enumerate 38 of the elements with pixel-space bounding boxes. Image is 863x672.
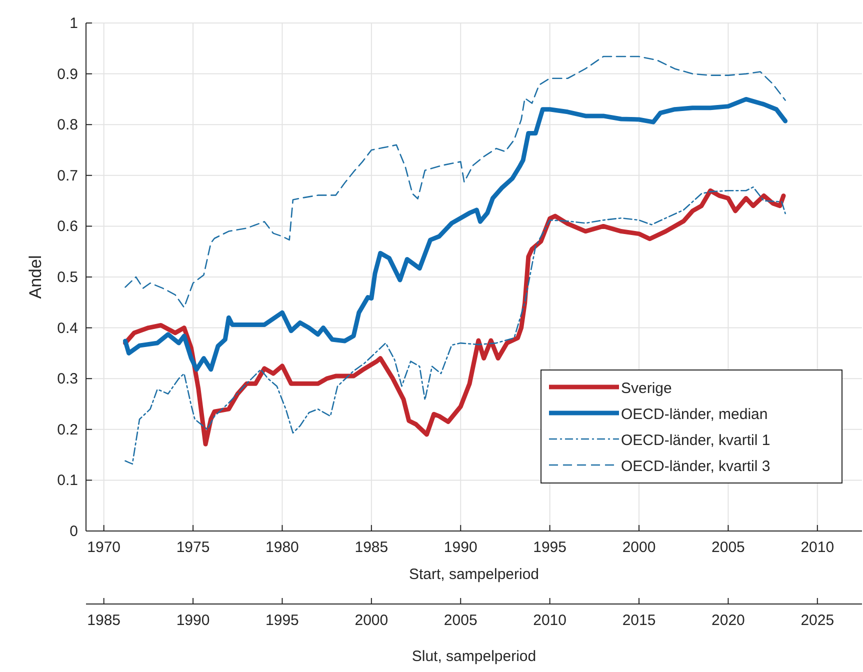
x2-tick-label: 2015 <box>622 612 656 629</box>
x2-tick-label: 1985 <box>87 612 121 629</box>
y-axis-title: Andel <box>26 255 45 299</box>
legend-label: Sverige <box>621 380 672 397</box>
x2-tick-label: 2005 <box>444 612 478 629</box>
x2-tick-label: 2010 <box>533 612 567 629</box>
x-tick-label: 2005 <box>712 539 745 556</box>
x-tick-label: 1990 <box>444 539 478 556</box>
x-tick-label: 1980 <box>266 539 299 556</box>
y-tick-label: 0.2 <box>57 421 78 438</box>
x-tick-label: 1985 <box>354 539 388 556</box>
y-tick-label: 0.7 <box>57 167 78 184</box>
x-tick-label: 1975 <box>176 539 210 556</box>
x2-tick-label: 2000 <box>354 612 388 629</box>
x-tick-label: 1995 <box>533 539 567 556</box>
line-series <box>122 96 788 372</box>
x-tick-label: 1970 <box>87 539 121 556</box>
y-tick-label: 0 <box>70 523 78 540</box>
x2-tick-label: 2025 <box>800 612 834 629</box>
line-series <box>124 56 786 308</box>
x2-tick-label: 1995 <box>266 612 299 629</box>
x2-axis-title: Slut, sampelperiod <box>412 648 536 665</box>
y-tick-label: 0.1 <box>57 472 78 490</box>
x2-tick-label: 2020 <box>712 612 745 629</box>
x-tick-label: 2000 <box>622 539 656 556</box>
x-tick-label: 2010 <box>800 539 834 556</box>
y-tick-label: 0.6 <box>57 218 78 236</box>
x2-tick-label: 1990 <box>176 612 210 629</box>
y-tick-label: 0.3 <box>57 370 78 388</box>
y-tick-label: 0.4 <box>57 320 78 337</box>
legend-label: OECD-länder, median <box>621 406 768 423</box>
y-tick-label: 0.8 <box>57 116 78 134</box>
legend-label: OECD-länder, kvartil 3 <box>621 458 770 475</box>
y-tick-label: 0.9 <box>57 66 78 83</box>
y-tick-label: 1 <box>70 15 78 32</box>
x-axis-title: Start, sampelperiod <box>408 566 540 583</box>
y-tick-label: 0.5 <box>57 269 78 286</box>
legend-label: OECD-länder, kvartil 1 <box>621 432 770 449</box>
